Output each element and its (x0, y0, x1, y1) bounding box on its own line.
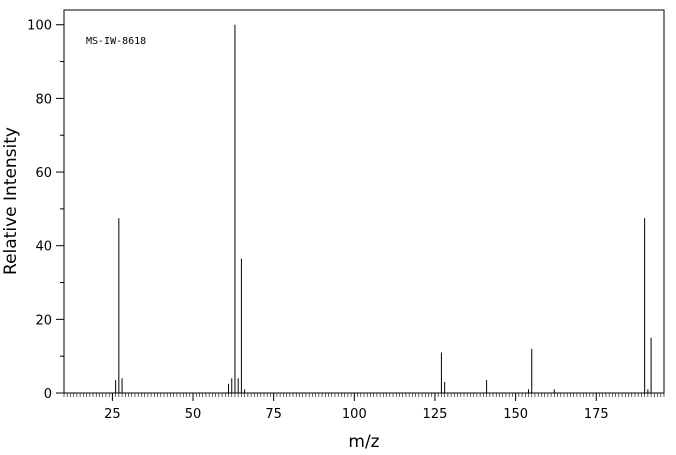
x-tick-label: 25 (104, 407, 121, 422)
x-tick-label: 175 (584, 407, 609, 422)
plot-frame (63, 9, 665, 394)
x-tick-label: 100 (342, 407, 367, 422)
peak-series (115, 24, 652, 393)
x-axis: 25 50 75 100 125 150 175 (104, 393, 609, 422)
y-axis: 0 20 40 60 80 100 (27, 19, 64, 402)
x-tick-label: 75 (265, 407, 282, 422)
x-axis-label: m/z (348, 432, 379, 452)
y-tick-label: 80 (35, 92, 52, 107)
y-tick-label: 60 (35, 166, 52, 181)
x-tick-label: 50 (185, 407, 202, 422)
y-axis-label: Relative Intensity (1, 127, 21, 275)
y-tick-label: 0 (44, 387, 52, 402)
y-tick-label: 40 (35, 240, 52, 255)
x-tick-label: 150 (503, 407, 528, 422)
x-tick-label: 125 (423, 407, 448, 422)
y-tick-label: 20 (35, 313, 52, 328)
x-minor-ticks (63, 393, 665, 397)
y-tick-label: 100 (27, 19, 52, 34)
spectrum-id-annotation: MS-IW-8618 (86, 36, 146, 47)
